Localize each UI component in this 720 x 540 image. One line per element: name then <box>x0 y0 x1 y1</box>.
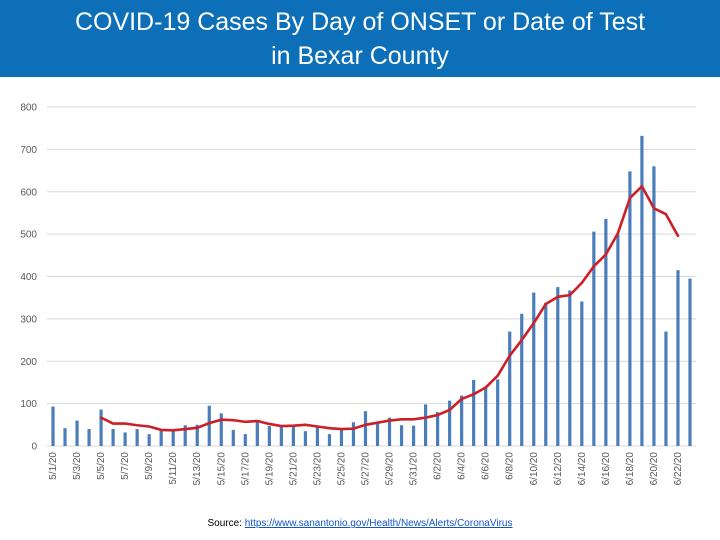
bar <box>580 301 584 446</box>
bar <box>616 234 620 446</box>
bar <box>592 231 596 446</box>
chart-title-bar: COVID-19 Cases By Day of ONSET or Date o… <box>0 0 720 77</box>
bar <box>111 429 115 446</box>
bar <box>568 290 572 446</box>
x-tick-label: 5/9/20 <box>144 452 155 480</box>
bar <box>423 404 428 446</box>
bar <box>171 431 175 446</box>
x-tick-label: 6/22/20 <box>673 452 684 486</box>
bar <box>676 270 680 446</box>
bar <box>508 331 512 446</box>
x-tick-label: 5/27/20 <box>360 452 371 486</box>
bar <box>87 429 91 446</box>
x-tick-label: 5/21/20 <box>288 452 299 486</box>
x-tick-label: 5/3/20 <box>72 452 83 480</box>
bar <box>375 422 380 446</box>
bar <box>496 379 500 446</box>
bar <box>63 428 67 446</box>
bar <box>183 425 187 446</box>
bar <box>207 405 211 446</box>
bar <box>255 420 259 446</box>
bar <box>159 429 163 446</box>
bar <box>123 432 127 446</box>
y-tick-label: 0 <box>31 442 37 453</box>
bar <box>688 278 692 446</box>
bar <box>351 422 356 446</box>
y-tick-label: 800 <box>20 103 37 114</box>
bar <box>387 417 392 446</box>
x-tick-label: 5/17/20 <box>240 452 251 486</box>
bar <box>484 386 488 446</box>
x-tick-label: 6/6/20 <box>481 452 492 480</box>
x-tick-label: 6/20/20 <box>649 452 660 486</box>
x-tick-label: 6/14/20 <box>577 452 588 486</box>
bar <box>399 425 404 446</box>
bar <box>75 420 79 446</box>
x-tick-label: 5/5/20 <box>96 452 107 480</box>
x-tick-label: 5/31/20 <box>409 452 420 486</box>
y-tick-label: 300 <box>20 314 37 325</box>
bar <box>411 425 416 446</box>
chart-area: 0 100 200 300 400 500 600 700 800 5/1/20 5/3/20 5/5… <box>0 90 720 510</box>
x-tick-label: 6/12/20 <box>553 452 564 486</box>
bar <box>363 411 368 446</box>
bar <box>520 313 524 446</box>
bar <box>267 426 271 446</box>
source-link[interactable]: https://www.sanantonio.gov/Health/News/A… <box>244 518 513 529</box>
bar <box>436 412 440 446</box>
y-tick-label: 400 <box>20 272 37 283</box>
bar <box>448 400 452 446</box>
bar <box>279 426 283 446</box>
y-tick-label: 100 <box>20 399 37 410</box>
bar <box>51 406 55 446</box>
bar <box>544 302 548 446</box>
x-tick-label: 5/19/20 <box>264 452 275 486</box>
x-tick-label: 6/2/20 <box>433 452 444 480</box>
source-label: Source: <box>207 518 242 529</box>
bar <box>195 424 199 446</box>
bar <box>243 434 247 446</box>
cases-chart: 0 100 200 300 400 500 600 700 800 5/1/20 5/3/20 5/5… <box>20 103 696 486</box>
bar <box>628 171 632 446</box>
bar <box>604 218 608 446</box>
x-tick-label: 6/10/20 <box>529 452 540 486</box>
bar <box>640 135 644 446</box>
bar <box>339 429 344 446</box>
bar <box>556 287 560 446</box>
x-tick-label: 5/7/20 <box>120 452 131 480</box>
y-tick-label: 500 <box>20 230 37 241</box>
x-tick-label: 5/23/20 <box>312 452 323 486</box>
bar <box>472 379 476 446</box>
x-tick-label: 5/25/20 <box>336 452 347 486</box>
x-tick-label: 5/15/20 <box>216 452 227 486</box>
x-tick-label: 6/18/20 <box>625 452 636 486</box>
bar <box>303 431 307 446</box>
x-tick-label: 6/8/20 <box>505 452 516 480</box>
x-tick-label: 5/11/20 <box>168 452 179 485</box>
bar <box>652 166 656 446</box>
bar <box>135 429 139 446</box>
bar <box>327 434 332 446</box>
x-tick-label: 5/1/20 <box>48 452 59 480</box>
y-tick-label: 600 <box>20 187 37 198</box>
moving-average-line <box>99 184 680 432</box>
x-tick-label: 6/16/20 <box>601 452 612 486</box>
bar <box>99 409 103 446</box>
chart-title-line-2: in Bexar County <box>271 41 449 70</box>
bar <box>219 413 223 446</box>
y-tick-label: 200 <box>20 357 37 368</box>
y-tick-label: 700 <box>20 145 37 156</box>
chart-title-line-1: COVID-19 Cases By Day of ONSET or Date o… <box>74 7 646 36</box>
bar <box>664 331 668 446</box>
bar <box>460 395 464 446</box>
source-note: Source: https://www.sanantonio.gov/Healt… <box>0 518 720 529</box>
x-tick-label: 5/13/20 <box>192 452 203 486</box>
x-tick-label: 5/29/20 <box>385 452 396 486</box>
bar <box>231 429 235 446</box>
x-tick-label: 6/4/20 <box>457 452 468 480</box>
bar <box>291 424 295 446</box>
bar <box>532 292 536 446</box>
bar <box>147 434 151 446</box>
bar <box>315 426 320 446</box>
